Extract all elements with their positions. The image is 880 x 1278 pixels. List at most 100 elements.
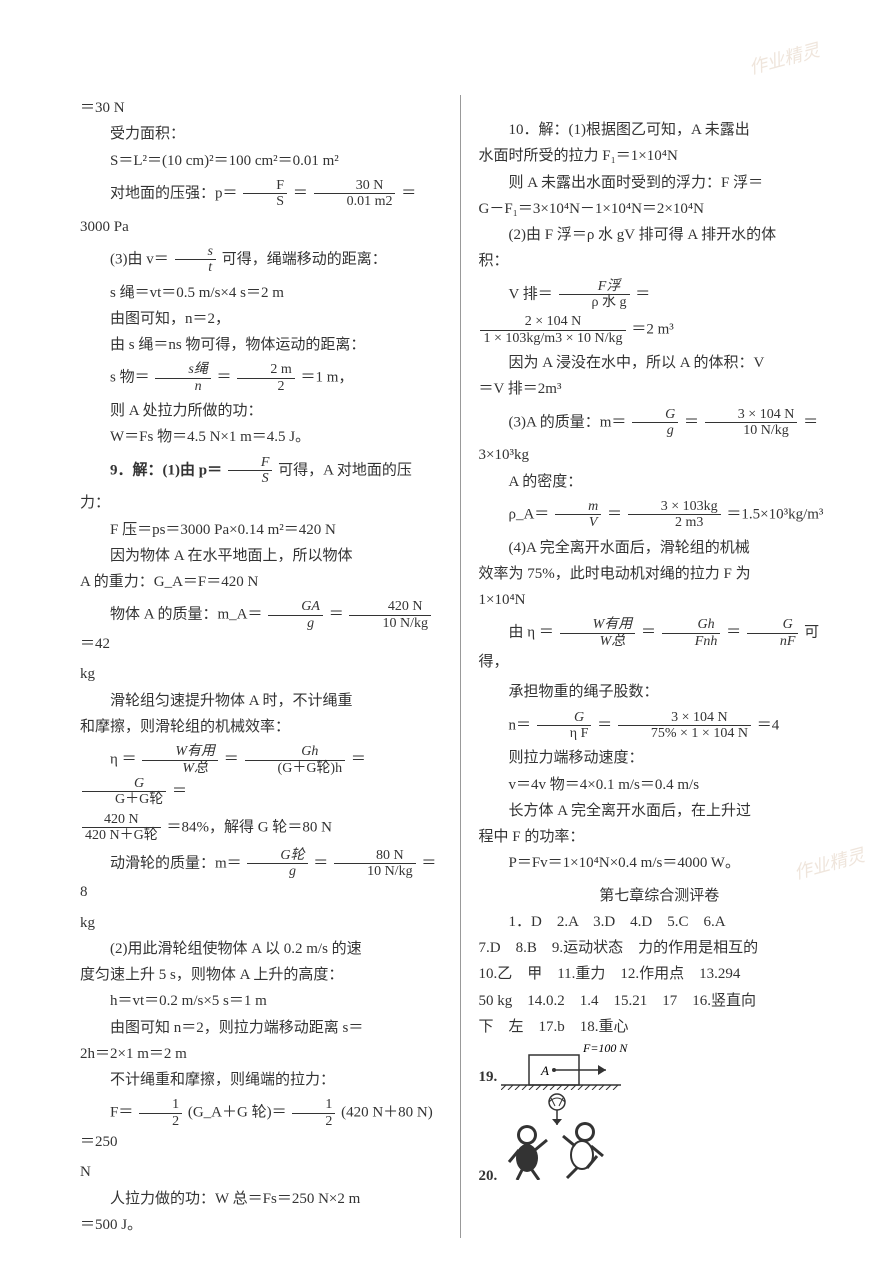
numerator: 1 <box>139 1097 182 1113</box>
numerator: m <box>555 499 601 515</box>
numerator: 80 N <box>334 848 416 864</box>
eq-text: ＝42 <box>80 636 110 652</box>
eq-text: s 物＝ <box>110 370 150 386</box>
numerator: 30 N <box>314 178 396 194</box>
eq-text: ＝ <box>172 783 187 799</box>
numerator: W有用 <box>142 744 218 760</box>
denominator: g <box>268 616 323 631</box>
text-line: 则 A 处拉力所做的功： <box>80 398 442 424</box>
eq-text: ＝ <box>641 625 656 641</box>
fraction: G G＋G轮 <box>82 776 166 808</box>
answer-20-row: 20. <box>478 1090 840 1189</box>
fraction: 3 × 103kg 2 m3 <box>628 499 721 531</box>
text-line: 因为 A 浸没在水中，所以 A 的体积：V <box>478 350 840 376</box>
text-line: 受力面积： <box>80 121 442 147</box>
eq-text: ＝ <box>607 506 622 522</box>
text-line: (2)由 F 浮＝ρ 水 gV 排可得 A 排开水的体 <box>478 222 840 248</box>
text-line: 10．解：(1)根据图乙可知，A 未露出 <box>478 117 840 143</box>
text-line: 1×10⁴N <box>478 587 840 613</box>
denominator: Fnh <box>662 634 721 649</box>
eq-text: ρ_A＝ <box>508 506 549 522</box>
denominator: S <box>243 194 287 209</box>
eq-text: η ＝ <box>110 751 137 767</box>
denominator: nF <box>747 634 799 649</box>
eq-text: V 排＝ <box>508 286 552 302</box>
text-line: 3000 Pa <box>80 214 442 240</box>
eq-text: (3)由 v＝ <box>110 251 169 267</box>
fraction: Gh Fnh <box>662 617 721 649</box>
denominator: 10 N/kg <box>334 864 416 879</box>
left-column: ＝30 N 受力面积： S＝L²＝(10 cm)²＝100 cm²＝0.01 m… <box>80 95 442 1238</box>
denominator: 2 <box>237 379 294 394</box>
equation-line: 物体 A 的质量：m_A＝ GA g ＝ 420 N 10 N/kg ＝42 <box>80 599 442 657</box>
denominator: ρ 水 g <box>559 295 630 310</box>
eq-text: (3)A 的质量：m＝ <box>508 414 626 430</box>
answer-label: 20. <box>478 1163 497 1189</box>
fraction: G η F <box>537 710 592 742</box>
eq-text: 9．解：(1)由 p＝ <box>110 462 222 478</box>
denominator: t <box>175 260 216 275</box>
text-line: 2h＝2×1 m＝2 m <box>80 1041 442 1067</box>
numerator: GA <box>268 599 323 615</box>
text-line: F 压＝ps＝3000 Pa×0.14 m²＝420 N <box>80 517 442 543</box>
fraction: W有用 W总 <box>142 744 218 776</box>
fraction: 3 × 104 N 10 N/kg <box>705 407 798 439</box>
equation-line: 对地面的压强：p＝ F S ＝ 30 N 0.01 m2 ＝ <box>80 178 442 210</box>
eq-text: ＝ <box>224 751 239 767</box>
numerator: G <box>537 710 592 726</box>
text-line: 和摩擦，则滑轮组的机械效率： <box>80 714 442 740</box>
eq-text: (G_A＋G 轮)＝ <box>188 1105 287 1121</box>
eq-text: ＝1.5×10³kg/m³ <box>726 506 823 522</box>
text-line: 由图可知 n＝2，则拉力端移动距离 s＝ <box>80 1015 442 1041</box>
eq-text: ＝4 <box>757 717 780 733</box>
fig19-label-a: A <box>540 1063 549 1078</box>
eq-text: F＝ <box>110 1105 133 1121</box>
text-line: 水面时所受的拉力 F₁＝1×10⁴N <box>478 143 840 169</box>
eq-text: 可得，绳端移动的距离： <box>222 251 387 267</box>
equation-line: s 物＝ s绳 n ＝ 2 m 2 ＝1 m， <box>80 362 442 394</box>
denominator: 1 × 103kg/m3 × 10 N/kg <box>480 331 625 346</box>
fraction: W有用 W总 <box>560 617 636 649</box>
equation-line: F＝ 1 2 (G_A＋G 轮)＝ 1 2 (420 N＋80 N)＝250 <box>80 1097 442 1155</box>
equation-line: 由 η ＝ W有用 W总 ＝ Gh Fnh ＝ G nF 可得， <box>478 617 840 675</box>
numerator: W有用 <box>560 617 636 633</box>
denominator: S <box>228 471 273 486</box>
denominator: G＋G轮 <box>82 792 166 807</box>
eq-text: 对地面的压强：p＝ <box>110 185 238 201</box>
eq-text: ＝ <box>351 751 366 767</box>
fraction: F浮 ρ 水 g <box>559 279 630 311</box>
denominator: η F <box>537 726 592 741</box>
eq-text: ＝2 m³ <box>631 322 673 338</box>
equation-line: 动滑轮的质量：m＝ G轮 g ＝ 80 N 10 N/kg ＝8 <box>80 848 442 906</box>
numerator: Gh <box>662 617 721 633</box>
figure-20-cartoon <box>497 1090 617 1189</box>
answer-line: 下 左 17.b 18.重心 <box>478 1014 840 1040</box>
answer-line: 10.乙 甲 11.重力 12.作用点 13.294 <box>478 961 840 987</box>
text-line: 积： <box>478 248 840 274</box>
equation-line: 2 × 104 N 1 × 103kg/m3 × 10 N/kg ＝2 m³ <box>478 314 840 346</box>
fraction: 1 2 <box>292 1097 335 1129</box>
text-line: (2)用此滑轮组使物体 A 以 0.2 m/s 的速 <box>80 936 442 962</box>
answer-line: 1．D 2.A 3.D 4.D 5.C 6.A <box>478 909 840 935</box>
eq-text: ＝ <box>217 370 232 386</box>
denominator: 420 N＋G轮 <box>82 828 161 843</box>
column-divider <box>460 95 461 1238</box>
fraction: 3 × 104 N 75% × 1 × 104 N <box>618 710 751 742</box>
text-line: A 的密度： <box>478 469 840 495</box>
denominator: 75% × 1 × 104 N <box>618 726 751 741</box>
text-line: 由 s 绳＝ns 物可得，物体运动的距离： <box>80 332 442 358</box>
text-line: 效率为 75%，此时电动机对绳的拉力 F 为 <box>478 561 840 587</box>
numerator: s <box>175 244 216 260</box>
figure-19-diagram: A F=100 N <box>501 1040 651 1090</box>
fraction: G g <box>632 407 678 439</box>
equation-line: V 排＝ F浮 ρ 水 g ＝ <box>478 279 840 311</box>
fraction: 2 m 2 <box>237 362 294 394</box>
equation-line: 420 N 420 N＋G轮 ＝84%，解得 G 轮＝80 N <box>80 812 442 844</box>
equation-line: (3)A 的质量：m＝ G g ＝ 3 × 104 N 10 N/kg ＝ <box>478 407 840 439</box>
eq-text: 可得，A 对地面的压 <box>278 462 412 478</box>
numerator: 3 × 103kg <box>628 499 721 515</box>
fig19-label-f: F=100 N <box>582 1041 628 1055</box>
text-line: ＝V 排＝2m³ <box>478 376 840 402</box>
numerator: Gh <box>245 744 346 760</box>
text-line: 人拉力做的功：W 总＝Fs＝250 N×2 m <box>80 1186 442 1212</box>
